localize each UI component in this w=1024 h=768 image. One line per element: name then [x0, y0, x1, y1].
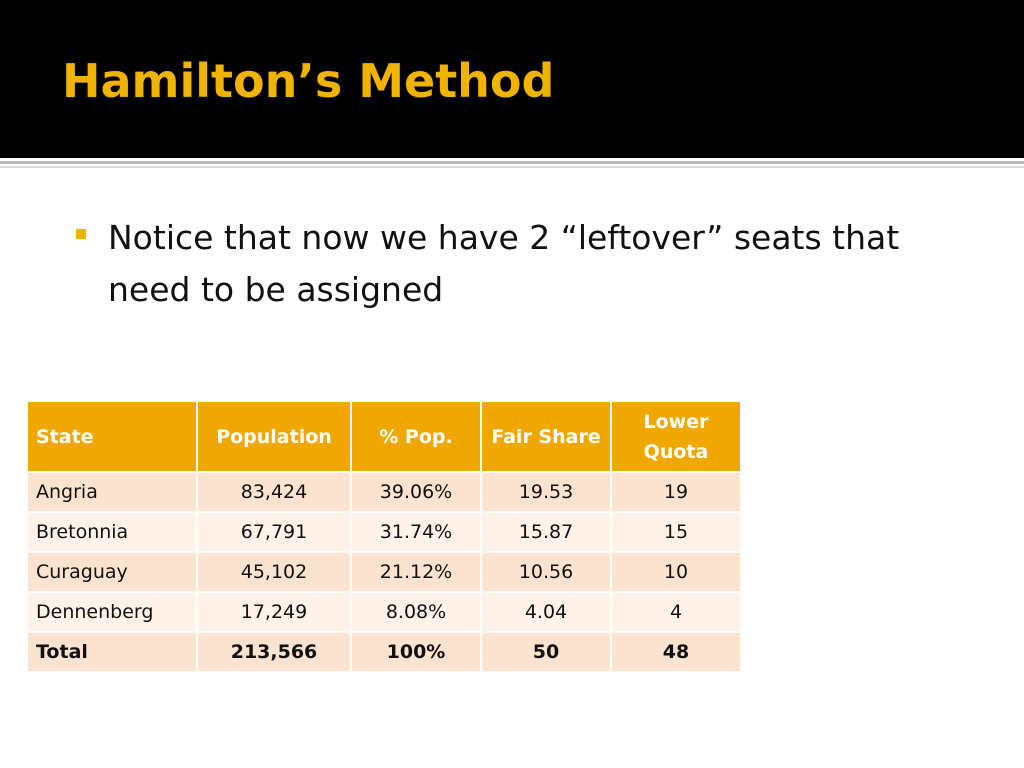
cell-population: 45,102 [196, 551, 352, 593]
header-state: State [26, 400, 198, 473]
header-population: Population [196, 400, 352, 473]
cell-state: Angria [26, 471, 198, 513]
slide-title: Hamilton’s Method [62, 54, 555, 108]
cell-population: 83,424 [196, 471, 352, 513]
cell-state: Curaguay [26, 551, 198, 593]
header-lower-quota: Lower Quota [610, 400, 742, 473]
cell-total-label: Total [26, 631, 198, 673]
header-lower-quota-line2: Quota [643, 440, 709, 463]
square-bullet-icon [76, 229, 86, 239]
bullet-text: Notice that now we have 2 “leftover” sea… [108, 218, 900, 309]
cell-total-population: 213,566 [196, 631, 352, 673]
cell-fair-share: 15.87 [480, 511, 612, 553]
cell-state: Dennenberg [26, 591, 198, 633]
table-row: Angria 83,424 39.06% 19.53 19 [26, 471, 742, 513]
header-lower-quota-line1: Lower [643, 410, 709, 433]
cell-lower-quota: 4 [610, 591, 742, 633]
header-pct-pop: % Pop. [350, 400, 482, 473]
cell-fair-share: 10.56 [480, 551, 612, 593]
cell-fair-share: 19.53 [480, 471, 612, 513]
table-total-row: Total 213,566 100% 50 48 [26, 631, 742, 673]
cell-total-fair-share: 50 [480, 631, 612, 673]
cell-pct-pop: 31.74% [350, 511, 482, 553]
divider-line [0, 161, 1024, 164]
header-fair-share: Fair Share [480, 400, 612, 473]
cell-pct-pop: 39.06% [350, 471, 482, 513]
table-header-row: State Population % Pop. Fair Share Lower… [26, 400, 742, 473]
table-row: Curaguay 45,102 21.12% 10.56 10 [26, 551, 742, 593]
apportionment-table: State Population % Pop. Fair Share Lower… [26, 400, 742, 673]
cell-fair-share: 4.04 [480, 591, 612, 633]
divider-line-secondary [0, 166, 1024, 168]
cell-pct-pop: 8.08% [350, 591, 482, 633]
cell-lower-quota: 15 [610, 511, 742, 553]
table-row: Bretonnia 67,791 31.74% 15.87 15 [26, 511, 742, 553]
title-bar: Hamilton’s Method [0, 0, 1024, 158]
cell-lower-quota: 19 [610, 471, 742, 513]
cell-lower-quota: 10 [610, 551, 742, 593]
bullet-point: Notice that now we have 2 “leftover” sea… [72, 212, 952, 316]
cell-state: Bretonnia [26, 511, 198, 553]
cell-total-lower-quota: 48 [610, 631, 742, 673]
table-row: Dennenberg 17,249 8.08% 4.04 4 [26, 591, 742, 633]
cell-pct-pop: 21.12% [350, 551, 482, 593]
cell-total-pct-pop: 100% [350, 631, 482, 673]
cell-population: 17,249 [196, 591, 352, 633]
cell-population: 67,791 [196, 511, 352, 553]
